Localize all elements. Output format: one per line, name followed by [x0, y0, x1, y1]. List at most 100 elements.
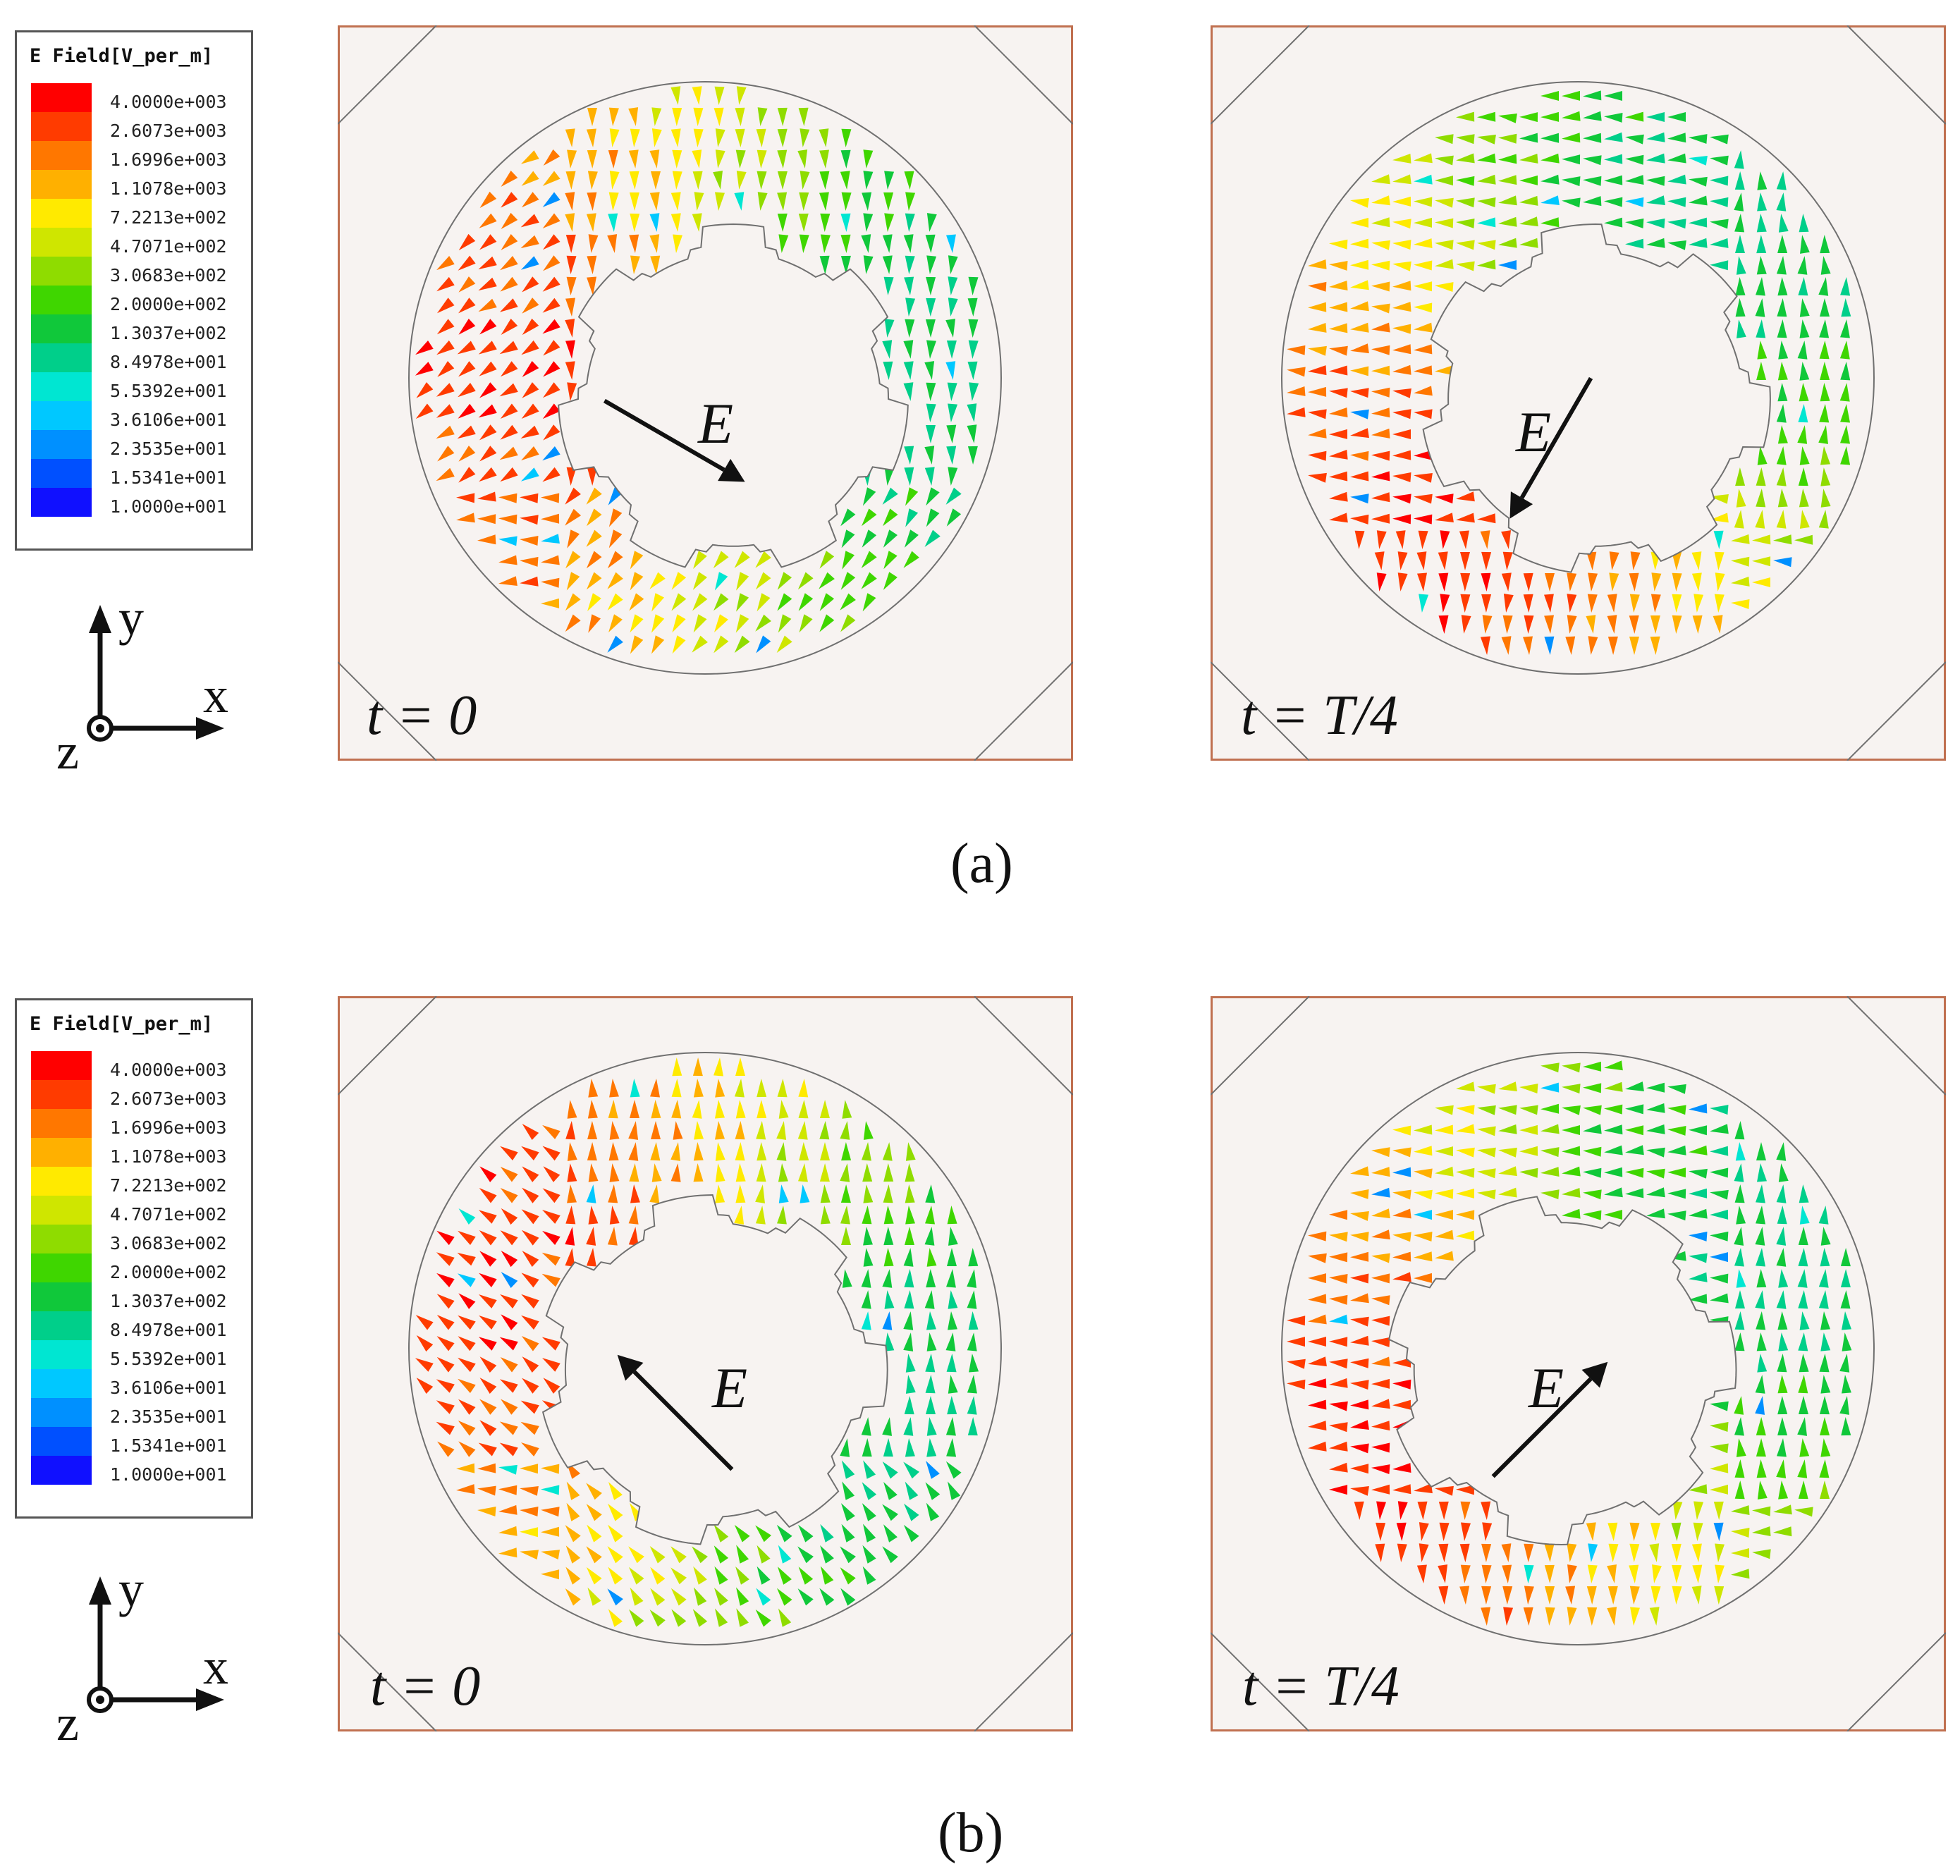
field-vector [969, 1354, 979, 1373]
field-vector [1502, 615, 1513, 634]
field-vector [1562, 1188, 1581, 1198]
field-vector [946, 341, 957, 359]
field-vector [692, 149, 702, 168]
field-vector [1756, 1417, 1766, 1436]
field-vector [1329, 491, 1348, 502]
field-vector [693, 551, 707, 569]
field-vector [756, 128, 766, 147]
field-vector [757, 1100, 767, 1119]
field-vector [456, 493, 475, 503]
field-vector [1392, 409, 1411, 419]
field-vector [967, 1269, 976, 1288]
field-vector [1776, 510, 1787, 529]
field-vector [629, 1163, 639, 1182]
field-vector [1371, 428, 1390, 439]
field-vector [924, 467, 935, 486]
field-vector [1435, 1210, 1453, 1220]
field-vector [436, 1252, 455, 1266]
legend-level-label: 3.6106e+001 [110, 1378, 227, 1398]
field-vector [1435, 176, 1453, 186]
field-vector [926, 487, 940, 506]
field-vector [520, 1486, 539, 1496]
field-vector [1414, 1168, 1433, 1179]
field-vector [1350, 217, 1368, 228]
legend-swatch [31, 1398, 92, 1427]
field-vector [607, 593, 623, 611]
field-vector [1710, 1293, 1729, 1304]
field-vector [1350, 1316, 1369, 1327]
field-vector [1799, 1354, 1809, 1373]
field-vector [479, 446, 497, 462]
field-vector [1583, 1167, 1602, 1178]
field-vector [1519, 133, 1538, 143]
field-vector [458, 1421, 476, 1436]
field-vector [1392, 1125, 1411, 1136]
field-vectors [1287, 90, 1851, 655]
field-vector [520, 536, 539, 546]
field-vector [1414, 514, 1433, 525]
field-vector [1819, 319, 1830, 338]
corner-line [1846, 996, 1946, 1096]
field-vector [1414, 386, 1433, 396]
field-vector [735, 107, 745, 126]
field-vector [1777, 425, 1788, 444]
field-vector [1777, 235, 1788, 253]
field-vector [1820, 235, 1830, 254]
field-vector [736, 86, 747, 105]
field-vector [651, 593, 664, 612]
field-vector [819, 572, 835, 589]
field-vector [693, 1163, 704, 1182]
field-vector [1840, 425, 1850, 444]
field-vector [1523, 572, 1533, 591]
field-vector [1710, 1189, 1729, 1200]
field-vector [1583, 1124, 1602, 1134]
field-vector [967, 1375, 977, 1394]
field-vector [520, 1507, 539, 1516]
field-vector [1371, 387, 1390, 398]
field-vector [1776, 171, 1787, 190]
field-vector [1419, 1522, 1429, 1541]
field-vector [651, 107, 662, 126]
field-vector [1519, 1105, 1538, 1115]
legend-level-label: 1.0000e+001 [110, 1464, 227, 1485]
field-vector [543, 424, 561, 441]
field-panel-a-t0 [338, 25, 1073, 761]
field-vector [777, 593, 792, 611]
field-vector [862, 1545, 876, 1564]
field-vector [1541, 111, 1560, 122]
field-vector [1710, 1146, 1729, 1156]
field-vector [1735, 1290, 1745, 1308]
corner-line [974, 1632, 1073, 1731]
field-vector [1392, 1251, 1411, 1262]
field-vector [757, 1079, 767, 1098]
field-vector [1371, 345, 1390, 355]
field-vector [926, 382, 936, 401]
field-vector [1562, 1208, 1581, 1219]
field-vector [1734, 510, 1744, 529]
field-vector [670, 1567, 687, 1585]
field-panel-a-t4 [1211, 25, 1946, 761]
field-vector [1414, 1232, 1433, 1242]
field-vector [862, 192, 872, 211]
field-vector [1477, 240, 1496, 250]
field-vector [1734, 1311, 1745, 1330]
field-vector [798, 1079, 809, 1098]
field-vector [1798, 1332, 1808, 1351]
field-vector [1397, 1543, 1407, 1562]
field-vector [693, 1142, 704, 1161]
field-vector [735, 1121, 745, 1140]
field-vector [1350, 1399, 1369, 1410]
field-vector [1756, 235, 1767, 254]
field-vector [1710, 1231, 1729, 1242]
field-vector [543, 1166, 561, 1182]
field-vector [905, 508, 919, 527]
field-vector [1392, 364, 1411, 375]
field-vector [776, 1121, 787, 1140]
field-vector [522, 1378, 539, 1394]
field-vector [840, 255, 851, 274]
field-vector [1646, 1168, 1665, 1179]
field-vector [1755, 1227, 1765, 1246]
field-vector [1778, 1480, 1789, 1500]
field-vector [1710, 494, 1729, 504]
field-vector [1650, 594, 1661, 613]
